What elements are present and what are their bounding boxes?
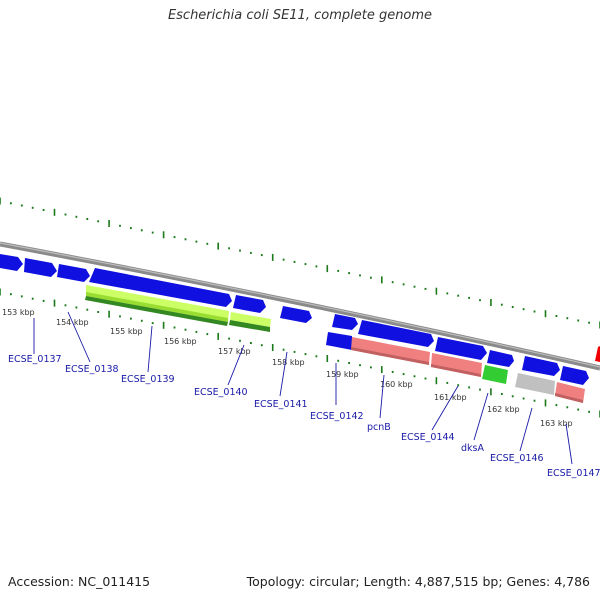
pseudo-gene[interactable] (515, 373, 555, 395)
genome-backbone-highlight (0, 242, 600, 368)
genome-summary: Topology: circular; Length: 4,887,515 bp… (246, 574, 590, 589)
tick-marks (0, 197, 600, 418)
leader-line (519, 407, 533, 452)
cds-arrow[interactable] (487, 350, 514, 367)
cds-arrow[interactable] (435, 337, 487, 360)
forward-strand-features (0, 254, 600, 385)
gene-label[interactable]: ECSE_0141 (254, 399, 308, 410)
cds-arrow[interactable] (24, 258, 57, 277)
gene-label[interactable]: ECSE_0137 (8, 354, 62, 365)
accession-text: Accession: NC_011415 (8, 574, 151, 589)
gene-label[interactable]: ECSE_0139 (121, 374, 175, 385)
gene-labels: ECSE_0137 ECSE_0138 ECSE_0139 ECSE_0140 … (8, 354, 600, 479)
cds-arrow[interactable] (332, 314, 358, 330)
scale-label: 153 kbp (2, 308, 35, 317)
gene-label[interactable]: ECSE_0140 (194, 387, 248, 398)
cds-arrow[interactable] (0, 254, 23, 271)
scale-label: 156 kbp (164, 337, 197, 346)
leader-line (279, 351, 288, 397)
leader-line (565, 423, 573, 465)
scale-label: 158 kbp (272, 358, 305, 367)
trna-band-light[interactable] (230, 312, 271, 327)
leader-line (67, 311, 91, 363)
cds-arrow[interactable] (280, 306, 312, 323)
scale-label: 161 kbp (434, 393, 467, 402)
map-title: Escherichia coli SE11, complete genome (167, 8, 433, 23)
gene-label[interactable]: ECSE_0142 (310, 411, 364, 422)
gene-label[interactable]: ECSE_0147 (547, 468, 600, 479)
trna-band-dark[interactable] (229, 320, 270, 332)
gene-label-leaders (33, 311, 573, 465)
trna-band-dark[interactable] (85, 296, 228, 326)
leader-line (379, 374, 385, 419)
leader-line (147, 325, 153, 373)
rrna-band[interactable] (351, 337, 430, 365)
scale-label: 159 kbp (326, 370, 359, 379)
cds-arrow-reverse[interactable] (326, 332, 352, 350)
gc-feature[interactable] (482, 365, 508, 384)
scale-label: 160 kbp (380, 380, 413, 389)
trna-band-mid[interactable] (86, 292, 228, 322)
scale-label: 155 kbp (110, 327, 143, 336)
cds-arrow[interactable] (57, 264, 90, 282)
leader-line (227, 344, 245, 386)
leader-line (431, 385, 459, 431)
rrna-band-shadow[interactable] (431, 364, 481, 377)
red-feature[interactable] (595, 346, 600, 362)
reverse-strand-features (326, 332, 585, 403)
rrna-band-shadow[interactable] (351, 347, 429, 365)
scale-label: 162 kbp (487, 405, 520, 414)
genome-backbone (0, 241, 600, 371)
cds-arrow[interactable] (522, 356, 560, 376)
cds-arrow[interactable] (233, 295, 266, 313)
gene-label[interactable]: ECSE_0138 (65, 364, 119, 375)
trna-features (85, 285, 271, 332)
cds-arrow[interactable] (560, 366, 589, 385)
rrna-band-shadow[interactable] (555, 393, 583, 403)
scale-label: 157 kbp (218, 347, 251, 356)
gene-label[interactable]: pcnB (367, 422, 391, 433)
scale-label: 163 kbp (540, 419, 573, 428)
rrna-band[interactable] (431, 353, 482, 377)
cds-arrow[interactable] (358, 320, 434, 347)
leader-line (473, 392, 489, 441)
cds-arrow[interactable] (89, 268, 232, 307)
gene-label[interactable]: ECSE_0144 (401, 432, 455, 443)
gene-label[interactable]: dksA (461, 443, 484, 454)
gene-label[interactable]: ECSE_0146 (490, 453, 544, 464)
